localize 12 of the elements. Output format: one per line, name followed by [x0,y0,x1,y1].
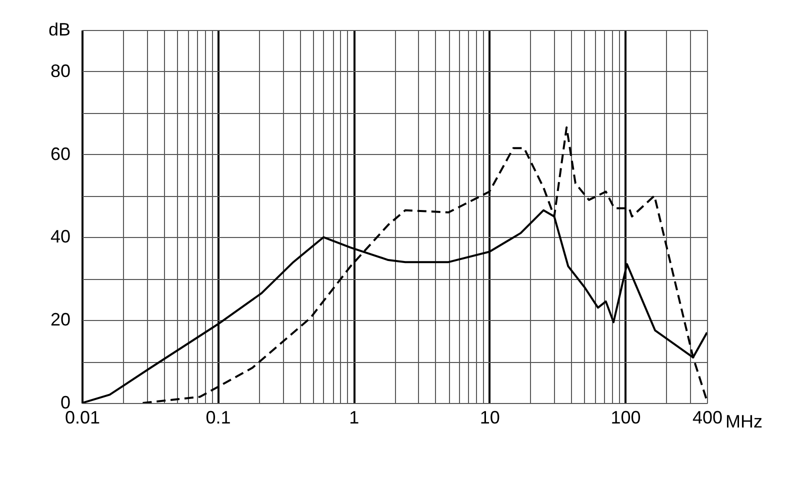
x-tick-label: 400 [692,408,723,428]
y-tick-label: 20 [50,310,70,330]
x-tick-label: 0.01 [64,408,100,428]
y-tick-label: dB [48,20,70,40]
x-tick-label: 100 [610,408,641,428]
x-tick-label: 10 [480,408,500,428]
x-tick-label: 0.1 [206,408,231,428]
y-tick-label: 40 [50,226,70,247]
x-tick-label: 1 [349,408,360,428]
x-axis-title: MHz [726,412,762,432]
y-tick-label: 80 [50,60,70,81]
y-tick-label: 60 [50,144,70,164]
